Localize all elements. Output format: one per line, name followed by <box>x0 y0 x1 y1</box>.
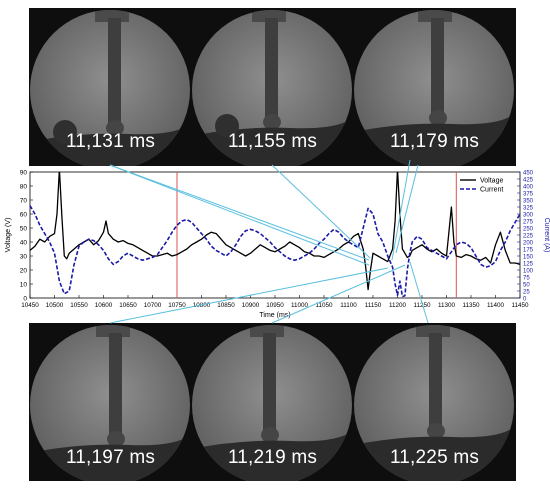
frame-connector-line <box>395 164 419 254</box>
y-tick-label: 20 <box>20 268 28 275</box>
y-axis-label: Voltage (V) <box>5 218 12 253</box>
timestamp-label: 11,155 ms <box>227 131 318 152</box>
y2-tick-label: 0 <box>523 296 527 302</box>
x-tick-label: 10600 <box>95 302 113 309</box>
x-tick-label: 10700 <box>144 302 162 309</box>
timestamp-label: 11,131 ms <box>65 131 156 152</box>
y2-tick-label: 350 <box>523 198 534 204</box>
x-tick-label: 11300 <box>438 302 456 309</box>
y2-axis-label: Current (A) <box>543 218 550 253</box>
y-tick-label: 10 <box>20 282 28 289</box>
frame-connector-line <box>109 164 370 261</box>
y2-tick-label: 225 <box>523 233 534 239</box>
x-tick-label: 11050 <box>315 302 333 309</box>
camera-frame: 11,197 ms <box>29 323 192 481</box>
x-tick-label: 11100 <box>340 302 357 309</box>
weld-pool-image <box>192 10 352 166</box>
camera-frame: 11,131 ms <box>29 8 192 166</box>
x-tick-label: 11150 <box>365 302 382 309</box>
x-tick-label: 10800 <box>193 302 211 309</box>
x-tick-label: 10450 <box>21 302 39 309</box>
x-tick-label: 11400 <box>487 302 505 309</box>
y2-tick-label: 50 <box>523 282 530 288</box>
y-tick-label: 0 <box>23 296 27 303</box>
y2-tick-label: 275 <box>523 219 534 225</box>
y-tick-label: 70 <box>20 198 28 205</box>
timestamp-label: 11,219 ms <box>227 447 318 468</box>
timestamp-label: 11,179 ms <box>389 131 480 152</box>
frame-connector-line <box>409 261 429 324</box>
x-axis-label: Time (ms) <box>259 312 290 319</box>
timestamp-label: 11,197 ms <box>65 447 156 468</box>
weld-pool-image <box>354 325 514 481</box>
frame-connector-line <box>391 159 411 261</box>
y2-tick-label: 75 <box>523 275 530 281</box>
frame-connector-line <box>109 267 389 324</box>
y2-tick-label: 400 <box>523 184 534 190</box>
camera-frame: 11,225 ms <box>353 323 516 481</box>
y2-tick-label: 250 <box>523 226 534 232</box>
x-tick-label: 10850 <box>217 302 235 309</box>
x-tick-label: 11450 <box>511 302 529 309</box>
voltage-series-line <box>30 172 520 291</box>
legend-label: Current <box>480 187 503 194</box>
legend-label: Voltage <box>480 178 503 185</box>
y2-tick-label: 325 <box>523 205 534 211</box>
x-tick-label: 10550 <box>70 302 88 309</box>
y2-tick-label: 425 <box>523 177 534 183</box>
weld-pool-image <box>354 10 514 166</box>
weld-pool-image <box>30 10 190 166</box>
y2-tick-label: 200 <box>523 240 534 246</box>
y2-tick-label: 25 <box>523 289 530 295</box>
y2-tick-label: 175 <box>523 247 534 253</box>
x-tick-label: 11350 <box>462 302 480 309</box>
y-tick-label: 40 <box>20 240 28 247</box>
frame-connector-line <box>271 264 406 324</box>
y2-tick-label: 125 <box>523 261 534 267</box>
x-tick-label: 10500 <box>46 302 64 309</box>
x-tick-label: 10950 <box>266 302 284 309</box>
plot-area <box>29 171 521 299</box>
camera-frame: 11,219 ms <box>191 323 354 481</box>
x-tick-label: 10900 <box>242 302 260 309</box>
weld-pool-image <box>30 325 190 481</box>
legend: Voltage Current <box>460 178 503 194</box>
y2-tick-label: 375 <box>523 191 534 197</box>
x-tick-label: 11000 <box>291 302 309 309</box>
x-tick-label: 11200 <box>389 302 407 309</box>
timestamp-label: 11,225 ms <box>389 447 480 468</box>
y-tick-label: 80 <box>20 184 28 191</box>
y-tick-label: 90 <box>20 170 28 177</box>
y2-tick-label: 150 <box>523 254 534 260</box>
x-tick-label: 10750 <box>168 302 186 309</box>
y-tick-label: 50 <box>20 226 28 233</box>
y2-tick-label: 450 <box>523 170 534 176</box>
frame-connector-line <box>109 164 370 266</box>
x-tick-label: 11250 <box>413 302 431 309</box>
x-tick-label: 10650 <box>119 302 137 309</box>
camera-frame: 11,155 ms <box>191 8 354 166</box>
y-tick-label: 30 <box>20 254 28 261</box>
y-tick-label: 60 <box>20 212 28 219</box>
y2-tick-label: 100 <box>523 268 534 274</box>
weld-pool-image <box>192 325 352 481</box>
y2-tick-label: 300 <box>523 212 534 218</box>
frame-connector-line <box>271 164 371 259</box>
current-series-line <box>30 205 520 298</box>
camera-frame: 11,179 ms <box>353 8 516 166</box>
